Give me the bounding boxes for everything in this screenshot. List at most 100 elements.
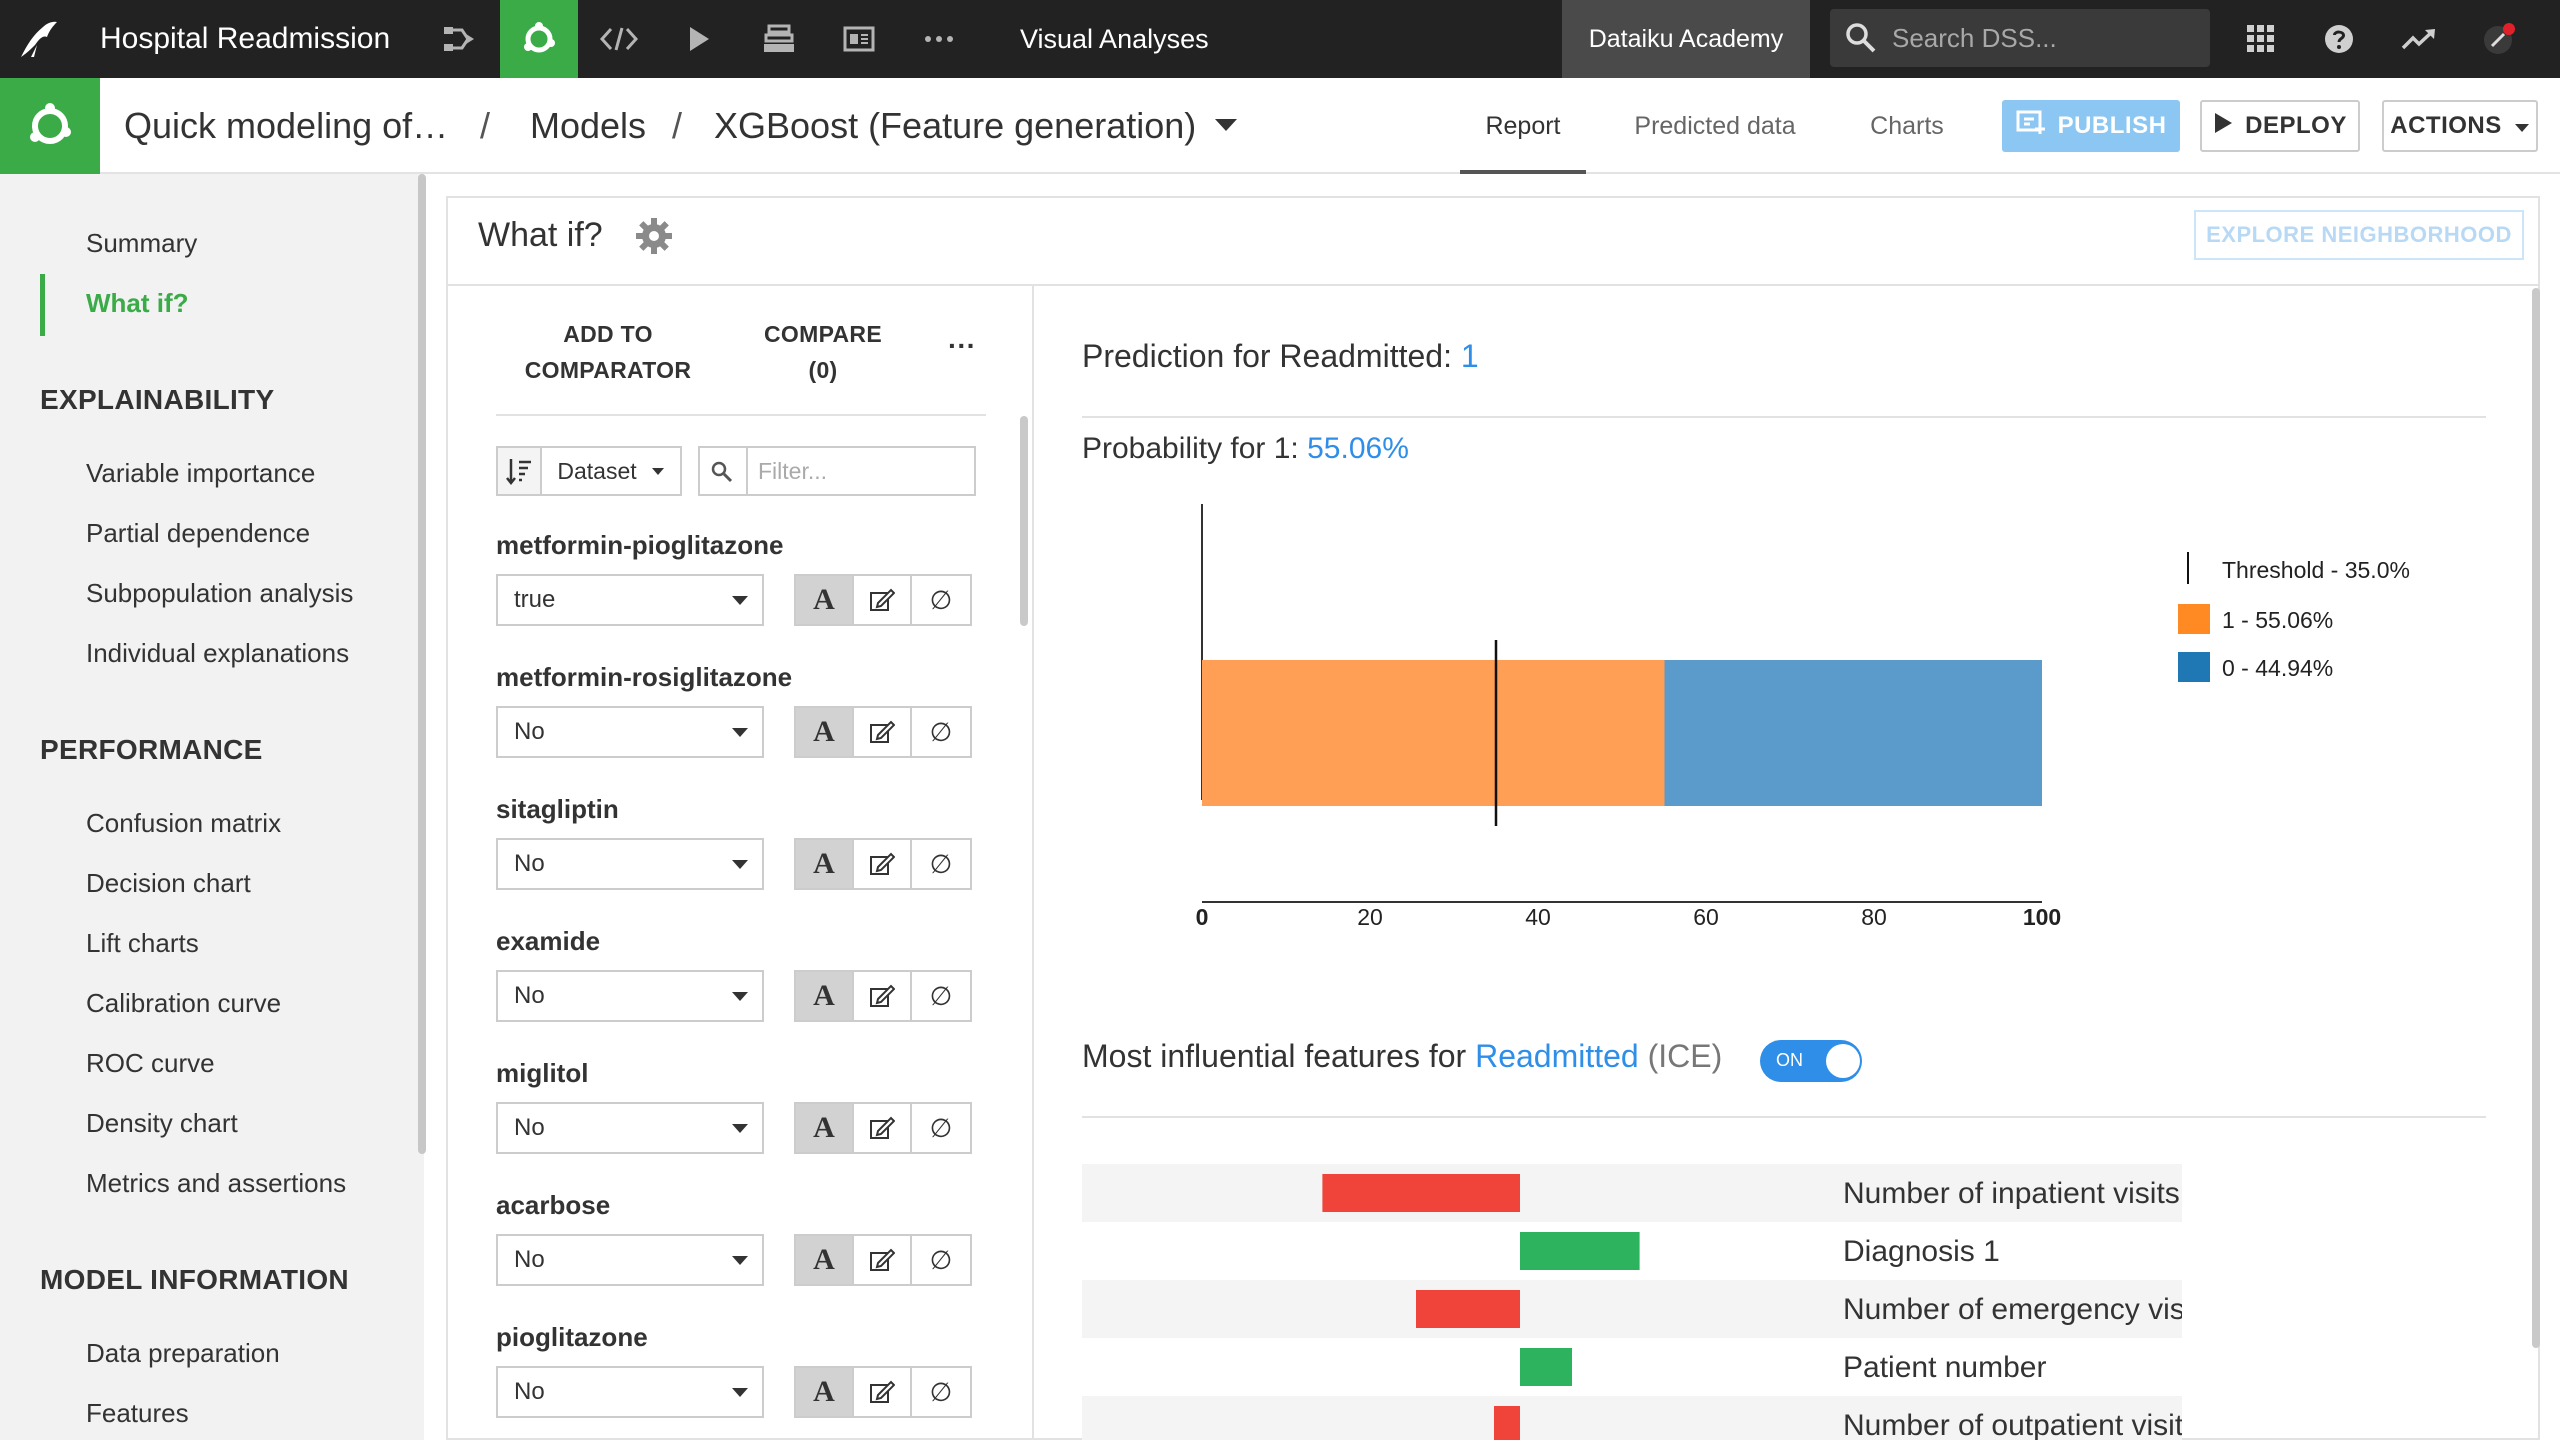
sidebar-item-calibration-curve[interactable]: Calibration curve [86,988,282,1018]
edit-icon[interactable] [854,840,912,888]
toggle-knob [1826,1044,1860,1078]
sidebar-item-data-preparation[interactable]: Data preparation [86,1338,280,1368]
sidebar-item-partial-dependence[interactable]: Partial dependence [86,518,311,548]
actions-button[interactable]: ACTIONS [2382,100,2538,152]
filter-box[interactable] [698,446,976,496]
sidebar-scrollbar[interactable] [418,174,426,1154]
ice-toggle[interactable]: ON [1760,1040,1862,1082]
report-sidebar: Summary What if? EXPLAINABILITY Variable… [0,174,426,1440]
project-name[interactable]: Hospital Readmission [100,22,391,55]
breadcrumb-separator: / [672,105,683,146]
compare-button[interactable]: COMPARE (0) [764,321,882,383]
text-mode-button[interactable]: A [796,840,854,888]
feature-row: sitagliptin No A ∅ [496,794,996,926]
dataiku-logo-icon[interactable] [0,0,78,78]
search-box[interactable] [1830,9,2210,67]
text-mode-button[interactable]: A [796,576,854,624]
feature-value-select[interactable]: No [496,1366,764,1418]
text-mode-button[interactable]: A [796,1368,854,1416]
sidebar-item-summary[interactable]: Summary [86,228,198,258]
null-value-button[interactable]: ∅ [929,980,953,1011]
ice-bar [1520,1232,1640,1270]
ice-feature-chart: Number of inpatient visits Diagnosis 1 Num… [1082,1164,2182,1440]
tab-predicted-data[interactable]: Predicted data [1634,112,1796,140]
breadcrumb-analysis[interactable]: Quick modeling of… [124,105,449,146]
code-icon[interactable] [580,0,658,78]
text-mode-button[interactable]: A [796,708,854,756]
lab-icon[interactable] [500,0,578,78]
feature-value-select[interactable]: No [496,838,764,890]
analysis-icon[interactable] [0,78,100,174]
apps-grid-icon[interactable] [2226,0,2296,78]
search-input[interactable] [1892,9,2192,67]
feature-value-select[interactable]: true [496,574,764,626]
legend-swatch [2178,604,2210,634]
notifications-icon[interactable] [2464,0,2534,78]
sort-icon[interactable] [496,446,542,496]
dataset-dropdown[interactable]: Dataset [540,446,682,496]
feature-panel-scrollbar[interactable] [1020,416,1028,626]
feature-value-select[interactable]: No [496,970,764,1022]
edit-icon[interactable] [854,576,912,624]
null-value-button[interactable]: ∅ [929,1112,953,1143]
flow-icon[interactable] [420,0,498,78]
sidebar-item-features[interactable]: Features [86,1398,189,1428]
explore-neighborhood-button[interactable]: EXPLORE NEIGHBORHOOD [2194,210,2524,260]
sidebar-item-decision-chart[interactable]: Decision chart [86,868,251,898]
sidebar-item-subpopulation-analysis[interactable]: Subpopulation analysis [86,578,354,608]
edit-icon[interactable] [854,1368,912,1416]
activity-icon[interactable] [2384,0,2454,78]
breadcrumb-models[interactable]: Models [530,105,647,146]
sidebar-item-metrics-assertions[interactable]: Metrics and assertions [86,1168,347,1198]
null-value-button[interactable]: ∅ [929,848,953,879]
text-mode-button[interactable]: A [796,972,854,1020]
prediction-panel-scrollbar[interactable] [2532,288,2540,1348]
feature-value-select[interactable]: No [496,1234,764,1286]
run-icon[interactable] [660,0,738,78]
sidebar-item-lift-charts[interactable]: Lift charts [86,928,199,958]
legend-label: 1 - 55.06% [2222,607,2333,633]
x-tick-label: 100 [2023,904,2061,930]
edit-icon[interactable] [854,708,912,756]
ice-row-background [1082,1280,2182,1338]
more-options-icon[interactable]: ··· [948,330,976,361]
edit-icon[interactable] [854,972,912,1020]
sidebar-item-variable-importance[interactable]: Variable importance [86,458,316,488]
edit-icon[interactable] [854,1236,912,1284]
filter-input[interactable] [746,448,970,494]
add-to-comparator-button[interactable]: ADD TO COMPARATOR [524,321,692,383]
null-value-button[interactable]: ∅ [929,716,953,747]
visual-analyses-link[interactable]: Visual Analyses [1020,24,1209,54]
dashboard-icon[interactable] [820,0,898,78]
text-mode-button[interactable]: A [796,1104,854,1152]
publish-button[interactable]: PUBLISH [2002,100,2180,152]
null-value-button[interactable]: ∅ [929,1244,953,1275]
ice-feature-label: Number of inpatient visits [1843,1177,2180,1210]
tab-charts[interactable]: Charts [1870,112,1944,140]
deploy-button[interactable]: DEPLOY [2200,100,2360,152]
more-icon[interactable] [900,0,978,78]
probability-chart: 0 20 40 60 80 100 Threshold - 35.0% 1 - 55.06% 0… [1196,504,2410,930]
sidebar-item-individual-explanations[interactable]: Individual explanations [86,638,350,668]
feature-value-select[interactable]: No [496,1102,764,1154]
play-icon [2213,112,2233,141]
tab-report[interactable]: Report [1460,78,1586,174]
feature-value-select[interactable]: No [496,706,764,758]
null-value-button[interactable]: ∅ [929,584,953,615]
datasets-icon[interactable] [740,0,818,78]
gear-icon[interactable] [634,216,674,261]
model-dropdown-chevron-icon[interactable] [1214,118,1238,137]
ice-feature-label: Patient number [1843,1351,2046,1384]
edit-icon[interactable] [854,1104,912,1152]
sidebar-item-whatif[interactable]: What if? [86,288,189,318]
ice-bar [1520,1348,1572,1386]
sidebar-item-roc-curve[interactable]: ROC curve [86,1048,215,1078]
help-icon[interactable] [2304,0,2374,78]
sidebar-item-density-chart[interactable]: Density chart [86,1108,238,1138]
x-tick-label: 40 [1525,904,1551,930]
breadcrumb-model[interactable]: XGBoost (Feature generation) [714,105,1197,146]
sidebar-item-confusion-matrix[interactable]: Confusion matrix [86,808,282,838]
null-value-button[interactable]: ∅ [929,1376,953,1407]
text-mode-button[interactable]: A [796,1236,854,1284]
academy-link[interactable]: Dataiku Academy [1562,0,1810,78]
